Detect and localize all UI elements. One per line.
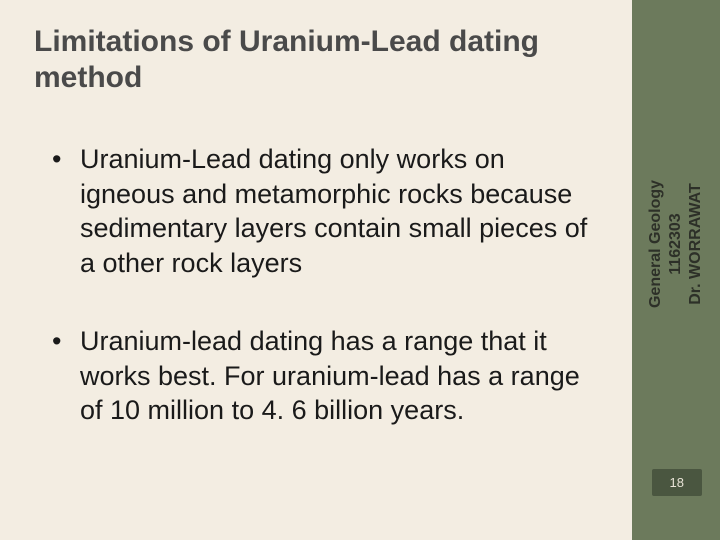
sidebar-line3: Dr. WORRAWAT: [687, 183, 704, 304]
sidebar-course-info: General Geology 1162303 Dr. WORRAWAT: [646, 180, 706, 308]
bullet-list: Uranium-Lead dating only works on igneou…: [34, 142, 598, 428]
sidebar-text-block: General Geology 1162303 Dr. WORRAWAT: [632, 0, 720, 540]
bullet-item: Uranium-Lead dating only works on igneou…: [52, 142, 598, 280]
sidebar-line2: 1162303: [667, 213, 684, 274]
bullet-item: Uranium-lead dating has a range that it …: [52, 324, 598, 428]
slide-title: Limitations of Uranium-Lead dating metho…: [34, 24, 598, 96]
page-number: 18: [652, 469, 702, 496]
sidebar-line1: General Geology: [647, 180, 664, 308]
sidebar-panel: General Geology 1162303 Dr. WORRAWAT 18: [632, 0, 720, 540]
slide-content: Limitations of Uranium-Lead dating metho…: [0, 0, 632, 540]
